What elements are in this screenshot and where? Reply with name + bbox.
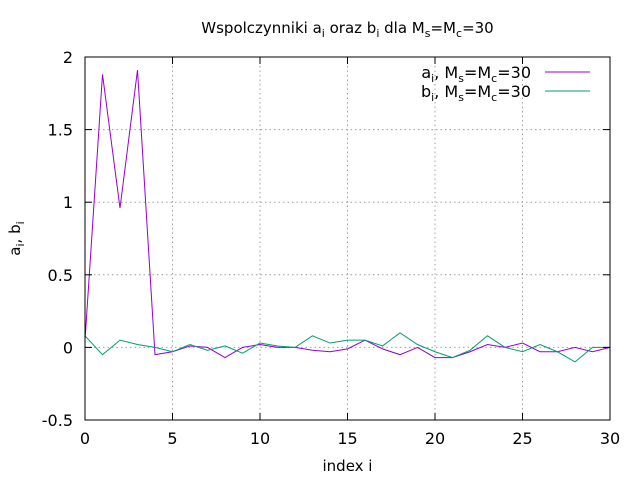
legend-label-a: ai​, Ms​=Mc​=30 <box>421 63 531 85</box>
x-tick-label: 25 <box>512 429 532 448</box>
y-tick-label: 0 <box>63 338 73 357</box>
chart-title: Wspolczynniki ai​ oraz bi​ dla Ms​=Mc​=3… <box>201 19 493 40</box>
y-axis-label: ai​, bi​ <box>6 221 27 255</box>
x-tick-label: 5 <box>167 429 177 448</box>
x-tick-label: 20 <box>425 429 445 448</box>
x-axis-label: index i <box>323 457 373 475</box>
x-tick-label: 10 <box>250 429 270 448</box>
legend-label-b: bi​, Ms​=Mc​=30 <box>421 82 531 104</box>
y-tick-label: 0.5 <box>48 266 73 285</box>
y-tick-label: -0.5 <box>42 411 73 430</box>
y-tick-label: 2 <box>63 48 73 67</box>
x-tick-label: 0 <box>80 429 90 448</box>
axis-ticks: 0 5 10 15 20 25 30 -0.5 0 0.5 1 1.5 2 <box>42 48 620 448</box>
series-line-b <box>84 332 610 363</box>
x-tick-label: 15 <box>337 429 357 448</box>
x-tick-label: 30 <box>600 429 620 448</box>
grid <box>85 57 610 420</box>
y-tick-label: 1.5 <box>48 121 73 140</box>
plot-series <box>84 70 611 363</box>
y-tick-label: 1 <box>63 193 73 212</box>
